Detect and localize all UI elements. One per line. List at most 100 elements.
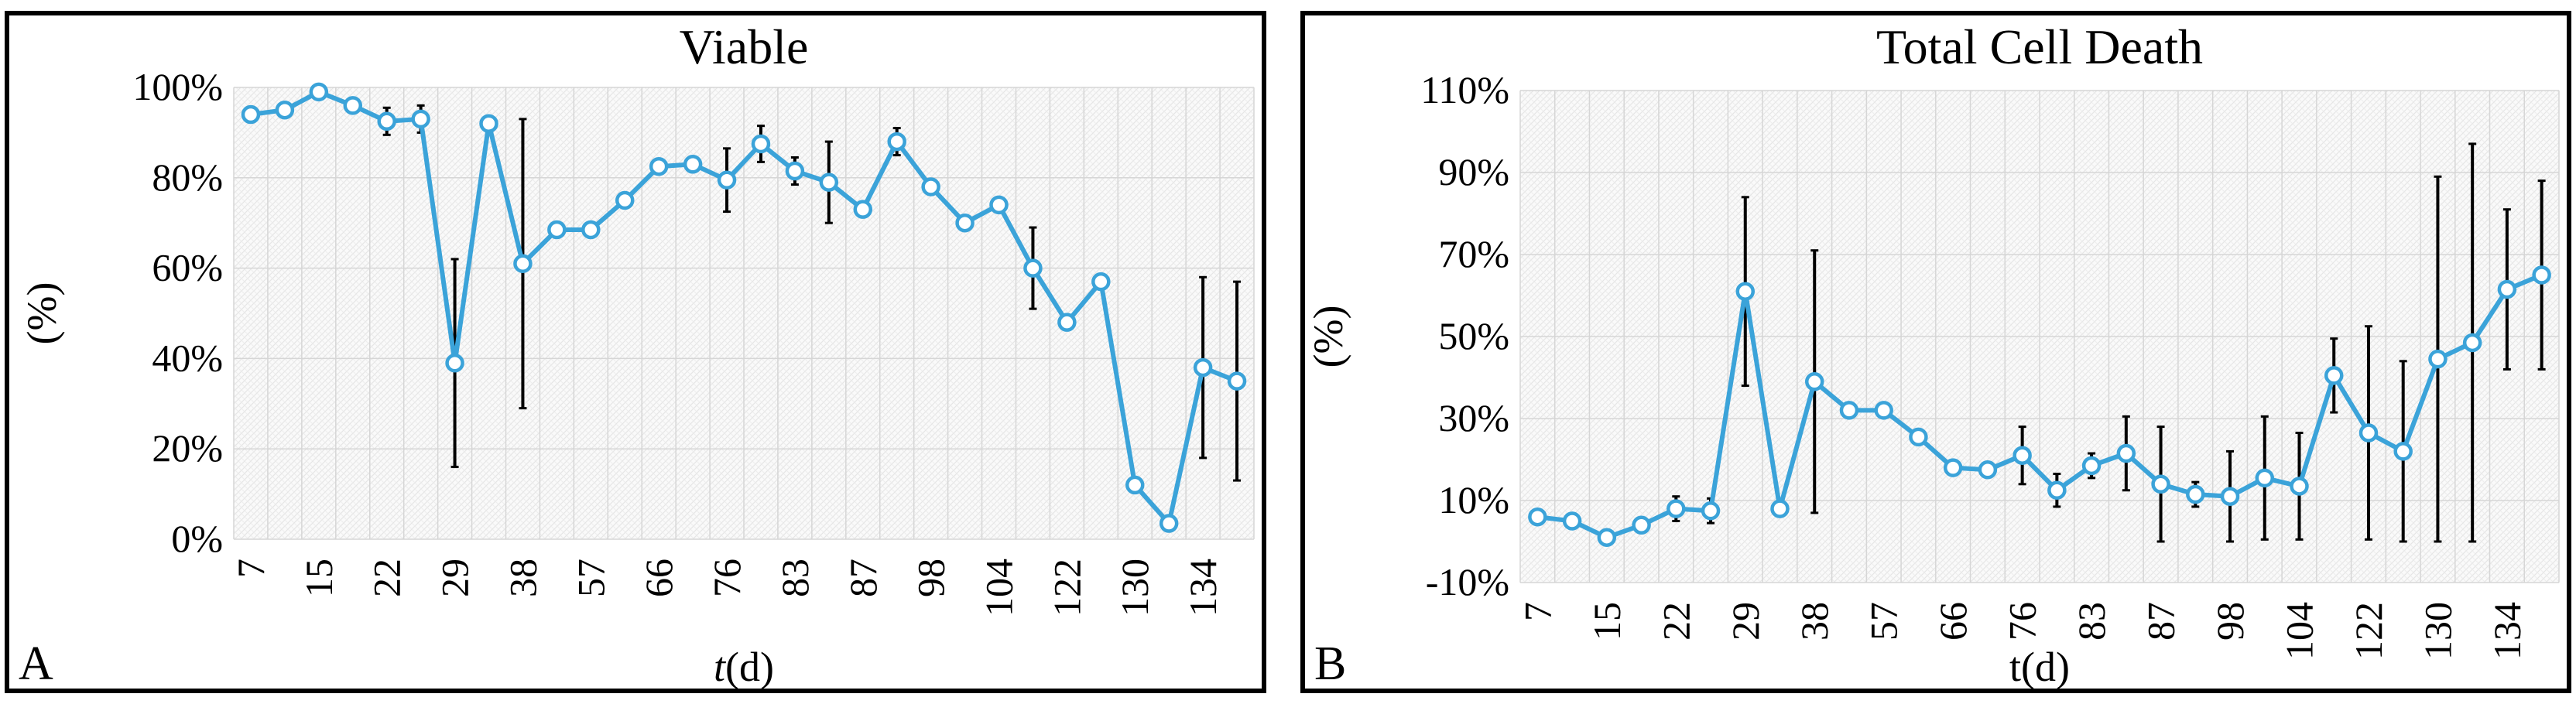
y-tick-label: 90% <box>1438 150 1509 193</box>
data-point <box>1057 313 1077 332</box>
data-point <box>955 213 975 233</box>
data-point <box>581 220 601 240</box>
x-tick-label: 22 <box>365 559 409 597</box>
x-tick-label: 66 <box>637 559 680 597</box>
x-tick-label: 104 <box>2278 602 2321 660</box>
data-point <box>479 114 498 133</box>
x-tick-label: 15 <box>1585 602 1629 641</box>
data-point <box>1667 499 1686 518</box>
data-point <box>1125 475 1145 495</box>
data-point <box>2462 333 2482 353</box>
x-tick-label: 29 <box>433 559 477 597</box>
data-point <box>1909 427 1928 447</box>
x-tick-label: 57 <box>569 559 612 597</box>
x-tick-label: 122 <box>1045 559 1088 617</box>
data-point <box>343 96 363 115</box>
x-tick-label: 98 <box>909 559 953 597</box>
data-point <box>2532 265 2551 285</box>
data-point <box>1528 507 1547 527</box>
data-point <box>513 254 533 274</box>
x-tick-label: 76 <box>2001 602 2044 641</box>
data-point <box>1193 357 1213 378</box>
data-point <box>2497 279 2517 299</box>
data-point <box>2324 366 2344 385</box>
data-point <box>1597 528 1617 547</box>
y-tick-label: 20% <box>152 426 223 470</box>
x-tick-label: 98 <box>2208 602 2252 641</box>
data-point <box>1562 511 1582 531</box>
viable-chart: 0% 20% 40% 60% 80% 100% 7 15 22 29 38 57 66 76 83 87 98 1… <box>19 19 1255 689</box>
x-tick-label: 87 <box>841 559 885 597</box>
data-point <box>683 155 703 174</box>
data-point <box>2151 474 2170 494</box>
x-tick-label: 38 <box>501 559 544 597</box>
x-tick-label: 130 <box>1113 559 1156 617</box>
x-tick-label: 130 <box>2416 602 2459 660</box>
x-tick-label: 7 <box>229 559 272 578</box>
y-tick-label: 30% <box>1438 396 1509 439</box>
panel-letter: A <box>19 637 53 689</box>
x-tick-label: 104 <box>978 559 1021 617</box>
data-point <box>853 200 873 219</box>
panel-letter: B <box>1314 637 1346 689</box>
x-tick-label: 76 <box>705 559 748 597</box>
x-tick-label: 66 <box>1931 602 1975 641</box>
data-point <box>887 132 906 152</box>
x-tick-label: 22 <box>1654 602 1697 641</box>
data-point <box>2428 349 2448 369</box>
x-tick-label: 57 <box>1862 602 1906 641</box>
data-point <box>717 170 737 190</box>
data-point <box>1839 401 1859 420</box>
y-tick-label: 70% <box>1438 232 1509 275</box>
data-point <box>275 100 295 120</box>
data-point <box>785 161 805 181</box>
y-tick-label: 100% <box>132 65 223 108</box>
x-tick-label: 134 <box>1181 559 1225 617</box>
y-tick-label: 0% <box>171 517 223 560</box>
data-point <box>751 134 771 154</box>
y-tick-label: -10% <box>1426 560 1509 603</box>
data-point <box>411 109 430 129</box>
data-point <box>1227 371 1247 391</box>
data-point <box>1091 272 1111 292</box>
total-cell-death-chart: -10% 10% 30% 50% 70% 90% 110% 7 15 22 29 38 57 66 76 83… <box>1305 19 2560 689</box>
y-tick-label: 10% <box>1438 478 1509 521</box>
x-tick-label: 38 <box>1793 602 1836 641</box>
y-axis-label: (%) <box>1305 306 1351 368</box>
data-point <box>2220 487 2240 506</box>
data-point <box>1874 401 1893 420</box>
data-point <box>2081 456 2102 476</box>
data-point <box>1770 499 1790 518</box>
y-tick-label: 110% <box>1420 68 1509 111</box>
data-point <box>649 156 669 176</box>
data-point <box>989 195 1009 215</box>
y-tick-label: 50% <box>1438 314 1509 357</box>
data-point <box>1943 458 1963 477</box>
data-point <box>2012 446 2032 465</box>
data-point <box>2358 423 2379 443</box>
data-point <box>2116 443 2136 463</box>
x-tick-label: 7 <box>1516 602 1559 621</box>
x-axis-label: t(d) <box>2009 644 2070 689</box>
x-tick-label: 87 <box>2139 602 2183 641</box>
x-tick-label: 83 <box>2070 602 2113 641</box>
data-point <box>1978 460 1998 480</box>
data-point <box>309 82 329 102</box>
data-point <box>377 111 396 132</box>
y-tick-label: 60% <box>152 246 223 289</box>
y-tick-label: 80% <box>152 155 223 199</box>
data-point <box>2255 468 2275 488</box>
data-point <box>547 220 567 240</box>
x-tick-label: 29 <box>1724 602 1767 641</box>
data-point <box>921 177 940 197</box>
data-point <box>615 190 635 210</box>
data-point <box>1701 501 1721 521</box>
data-point <box>1735 282 1756 301</box>
data-point <box>1632 515 1651 535</box>
data-point <box>1023 258 1043 278</box>
panel-viable: 0% 20% 40% 60% 80% 100% 7 15 22 29 38 57 66 76 83 87 98 1… <box>5 11 1266 693</box>
data-point <box>819 173 839 192</box>
data-point <box>241 104 261 125</box>
chart-title: Total Cell Death <box>1876 19 2203 74</box>
panel-total-cell-death: -10% 10% 30% 50% 70% 90% 110% 7 15 22 29 38 57 66 76 83… <box>1300 11 2571 693</box>
